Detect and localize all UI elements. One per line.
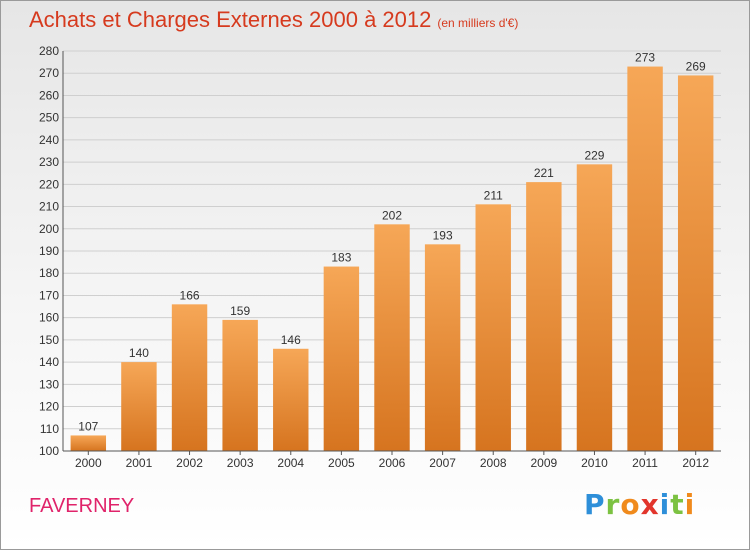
chart-subtitle: (en milliers d'€): [437, 16, 519, 30]
y-tick-label: 270: [39, 66, 59, 80]
x-tick-label: 2010: [581, 456, 608, 470]
bar-value-label: 146: [281, 333, 301, 347]
bar-2004: [273, 348, 309, 451]
y-tick-label: 260: [39, 88, 59, 102]
bar-value-label: 229: [584, 148, 604, 162]
bar-2000: [70, 435, 107, 451]
y-tick-label: 200: [39, 222, 59, 236]
bar-2012: [677, 75, 714, 451]
logo-letter: x: [640, 488, 660, 521]
bar-layer: [70, 66, 714, 452]
bar-value-label: 193: [433, 228, 453, 242]
bar-value-label: 273: [635, 51, 655, 65]
y-tick-label: 210: [39, 200, 59, 214]
bar-value-label: 221: [534, 166, 554, 180]
chart-title: Achats et Charges Externes 2000 à 2012 (e…: [29, 7, 518, 33]
bar-2008: [475, 204, 511, 451]
bar-value-label: 211: [484, 188, 503, 202]
bar-value-label: 159: [230, 304, 250, 318]
y-tick-label: 280: [39, 44, 59, 58]
y-tick-label: 170: [39, 288, 59, 302]
y-tick-label: 140: [39, 355, 59, 369]
y-tick-label: 220: [39, 177, 59, 191]
bar-2001: [121, 362, 157, 451]
y-tick-label: 110: [40, 422, 59, 436]
y-tick-label: 160: [39, 311, 59, 325]
y-tick-label: 240: [39, 133, 59, 147]
bar-2007: [424, 244, 461, 451]
proxiti-logo: Proxiti: [584, 488, 695, 521]
bar-2011: [627, 66, 663, 452]
x-tick-label: 2012: [682, 456, 709, 470]
y-tick-label: 190: [39, 244, 59, 258]
y-tick-label: 230: [39, 155, 59, 169]
y-tick-label: 180: [39, 266, 59, 280]
commune-name: FAVERNEY: [29, 495, 135, 517]
x-tick-label: 2002: [176, 456, 203, 470]
bar-value-label: 107: [78, 419, 98, 433]
x-tick-label: 2006: [379, 456, 406, 470]
bar-2010: [576, 164, 613, 452]
chart-title-text: Achats et Charges Externes 2000 à 2012: [29, 7, 432, 32]
logo-letter: t: [670, 488, 685, 521]
x-tick-label: 2000: [75, 456, 102, 470]
y-tick-label: 150: [39, 333, 59, 347]
bar-2005: [323, 266, 360, 451]
bar-value-label: 183: [331, 251, 351, 265]
bar-value-label: 166: [180, 288, 200, 302]
bar-value-label: 269: [686, 59, 706, 73]
logo-letter: r: [605, 488, 621, 521]
bar-value-label: 140: [129, 346, 149, 360]
bar-2002: [171, 304, 208, 451]
bar-value-label: 202: [382, 208, 402, 222]
y-tick-label: 130: [39, 377, 59, 391]
x-tick-label: 2001: [126, 456, 153, 470]
y-tick-label: 250: [39, 111, 59, 125]
x-tick-label: 2008: [480, 456, 507, 470]
x-tick-label: 2009: [530, 456, 557, 470]
bar-2003: [222, 319, 258, 451]
bar-2006: [374, 224, 410, 451]
x-tick-label: 2003: [227, 456, 254, 470]
y-tick-label: 120: [39, 400, 59, 414]
y-tick-label: 100: [39, 444, 59, 458]
logo-letter: i: [659, 488, 671, 521]
logo-letter: o: [620, 488, 641, 521]
logo-letter: i: [684, 488, 696, 521]
bar-2009: [526, 182, 562, 451]
x-tick-label: 2011: [632, 456, 658, 470]
x-tick-label: 2005: [328, 456, 355, 470]
axis-layer: 100 110 120 130 140 150 160 170 180 190 200 210 220 2…: [39, 44, 721, 470]
x-tick-label: 2007: [429, 456, 456, 470]
x-tick-label: 2004: [277, 456, 304, 470]
logo-letter: P: [584, 488, 606, 521]
